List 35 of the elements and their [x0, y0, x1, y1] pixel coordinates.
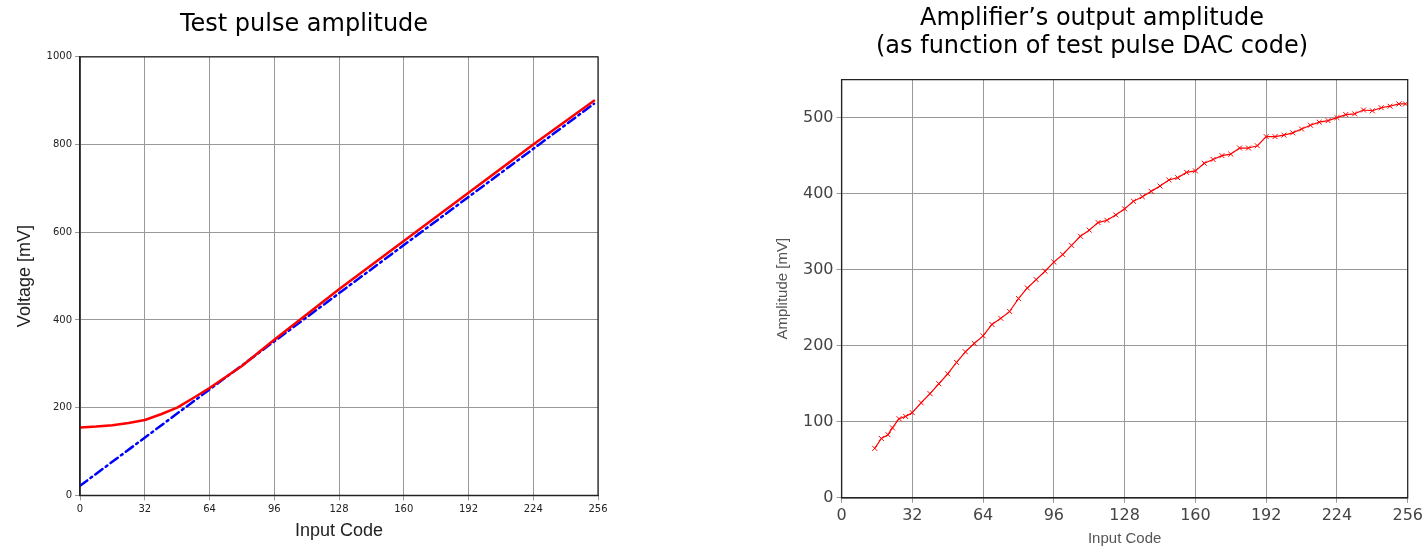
- x-tick-label: 32: [138, 502, 152, 514]
- x-tick-label: 224: [523, 502, 543, 514]
- x-tick-label: 32: [902, 504, 923, 524]
- y-tick-label: 800: [52, 138, 73, 150]
- x-axis-title: Input Code: [294, 520, 384, 541]
- x-tick-label: 192: [1250, 504, 1282, 524]
- x-axis-title: Input Code: [1087, 529, 1162, 547]
- y-tick-label: 200: [52, 401, 73, 413]
- y-tick-label: 400: [52, 313, 73, 325]
- x-tick-label: 64: [972, 504, 994, 524]
- y-tick-label: 300: [802, 258, 834, 278]
- x-tick-label: 64: [203, 502, 216, 514]
- x-tick-label: 96: [267, 502, 281, 514]
- y-tick-label: 500: [802, 106, 834, 126]
- y-tick-label: 600: [52, 225, 73, 237]
- y-tick-label: 400: [802, 182, 834, 202]
- x-tick-label: 128: [329, 502, 349, 514]
- y-axis-title: Voltage [mV]: [13, 225, 34, 328]
- x-tick-label: 96: [1043, 504, 1065, 524]
- x-tick-label: 0: [836, 504, 847, 524]
- y-tick-label: 1000: [46, 50, 73, 62]
- x-tick-label: 160: [1180, 504, 1211, 524]
- x-tick-label: 224: [1321, 504, 1353, 524]
- y-axis-title: Amplitude [mV]: [773, 237, 791, 340]
- chart-title: Test pulse amplitude: [178, 8, 429, 37]
- x-tick-label: 160: [394, 502, 414, 514]
- x-tick-label: 192: [458, 502, 479, 514]
- y-tick-label: 200: [802, 334, 834, 354]
- x-tick-label: 128: [1109, 504, 1140, 524]
- chart-title: Amplifier’s output amplitude (as function of test pulse DAC code): [875, 2, 1309, 60]
- x-tick-label: 256: [1392, 504, 1423, 524]
- x-tick-label: 0: [76, 502, 84, 514]
- x-tick-label: 256: [588, 502, 608, 514]
- y-tick-label: 0: [65, 488, 73, 500]
- y-tick-label: 100: [802, 410, 834, 430]
